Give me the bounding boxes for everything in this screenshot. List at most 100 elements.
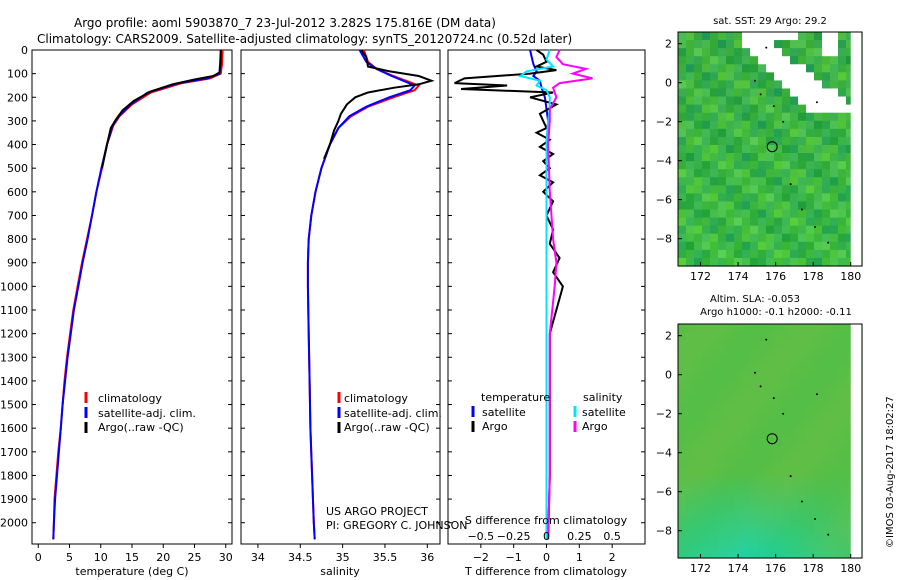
map-cell <box>766 104 775 114</box>
map-cell <box>806 233 815 243</box>
map-cell <box>782 48 791 57</box>
map-cell <box>774 428 783 438</box>
map-cell <box>678 420 687 430</box>
map-cell <box>702 533 711 543</box>
map-cell <box>694 485 703 495</box>
legend-label-t-satellite: satellite <box>482 406 526 419</box>
map-cell <box>758 153 767 162</box>
map-cell <box>678 201 687 211</box>
map-cell <box>766 56 775 65</box>
map-cell <box>766 412 775 422</box>
argo-position-marker <box>766 141 778 153</box>
map-cell <box>822 396 831 406</box>
map-cell <box>686 324 695 333</box>
map-cell <box>798 404 807 414</box>
x-top-tick-label: −0.25 <box>497 530 531 543</box>
map-cell <box>742 541 751 551</box>
map-cell <box>750 120 759 130</box>
map-cell <box>726 169 735 178</box>
map-cell <box>750 445 759 454</box>
map-cell <box>806 104 815 114</box>
map-cell <box>742 348 751 357</box>
map-cell <box>758 241 767 251</box>
map-cell <box>766 233 775 243</box>
map-cell <box>702 112 711 122</box>
map-cell <box>750 32 759 41</box>
map-cell <box>766 177 775 186</box>
map-cell <box>774 396 783 406</box>
map-cell <box>822 380 831 390</box>
map-cell <box>822 80 831 90</box>
map-cell <box>718 64 727 73</box>
map-cell <box>750 241 759 251</box>
map-cell <box>694 209 703 219</box>
map-cell <box>790 549 799 559</box>
map-cell <box>782 193 791 203</box>
map-cell <box>710 233 719 243</box>
map-cell <box>798 249 807 259</box>
map-cell <box>734 209 743 219</box>
map-cell <box>750 517 759 527</box>
map-cell <box>710 501 719 511</box>
map-cell <box>790 257 799 267</box>
map-cell <box>766 477 775 486</box>
map-cell <box>830 493 839 503</box>
map-cell <box>798 517 807 527</box>
map-cell <box>702 461 711 470</box>
map-cell <box>702 525 711 535</box>
y-tick-label: 1900 <box>0 493 28 506</box>
map-cell <box>814 241 823 251</box>
map-cell <box>798 136 807 146</box>
map-cell <box>686 372 695 382</box>
map-cell <box>846 396 855 406</box>
map-cell <box>726 549 735 559</box>
map-cell <box>766 185 775 194</box>
map-cell <box>798 209 807 219</box>
map-cell <box>686 428 695 438</box>
map-cell <box>766 120 775 130</box>
map-cell <box>758 40 767 49</box>
map-cell <box>790 380 799 390</box>
map-cell <box>806 388 815 398</box>
map-cell <box>702 56 711 65</box>
sst-map-ticks: 172 174 176 178 180 2 0 −2 −4 −6 −8 <box>656 38 861 283</box>
island-dot <box>759 93 762 96</box>
map-cell <box>838 169 847 178</box>
map-cell <box>742 396 751 406</box>
map-cell <box>726 233 735 243</box>
map-cell <box>686 493 695 503</box>
salinity-panel: 34 34.5 35 35.5 36 salinity climatology sate… <box>240 49 467 578</box>
map-cell <box>846 40 855 49</box>
map-cell <box>838 485 847 495</box>
map-cell <box>838 469 847 478</box>
map-cell <box>830 48 839 57</box>
map-cell <box>846 96 855 106</box>
map-cell <box>734 453 743 462</box>
map-cell <box>814 80 823 90</box>
map-cell <box>734 225 743 235</box>
map-cell <box>758 509 767 519</box>
map-cell <box>686 56 695 65</box>
map-cell <box>806 72 815 82</box>
map-cell <box>742 72 751 82</box>
map-x-tick-label: 176 <box>765 270 786 283</box>
map-cell <box>734 525 743 535</box>
map-cell <box>678 209 687 219</box>
map-cell <box>710 485 719 495</box>
map-cell <box>726 372 735 382</box>
map-cell <box>766 144 775 154</box>
map-cell <box>758 380 767 390</box>
map-cell <box>846 185 855 194</box>
map-cell <box>822 493 831 503</box>
map-cell <box>742 485 751 495</box>
map-cell <box>830 32 839 41</box>
map-cell <box>726 64 735 73</box>
map-cell <box>782 493 791 503</box>
map-cell <box>838 153 847 162</box>
map-cell <box>758 348 767 357</box>
map-cell <box>790 412 799 422</box>
map-cell <box>758 356 767 365</box>
map-cell <box>830 340 839 349</box>
map-cell <box>766 324 775 333</box>
map-cell <box>846 380 855 390</box>
